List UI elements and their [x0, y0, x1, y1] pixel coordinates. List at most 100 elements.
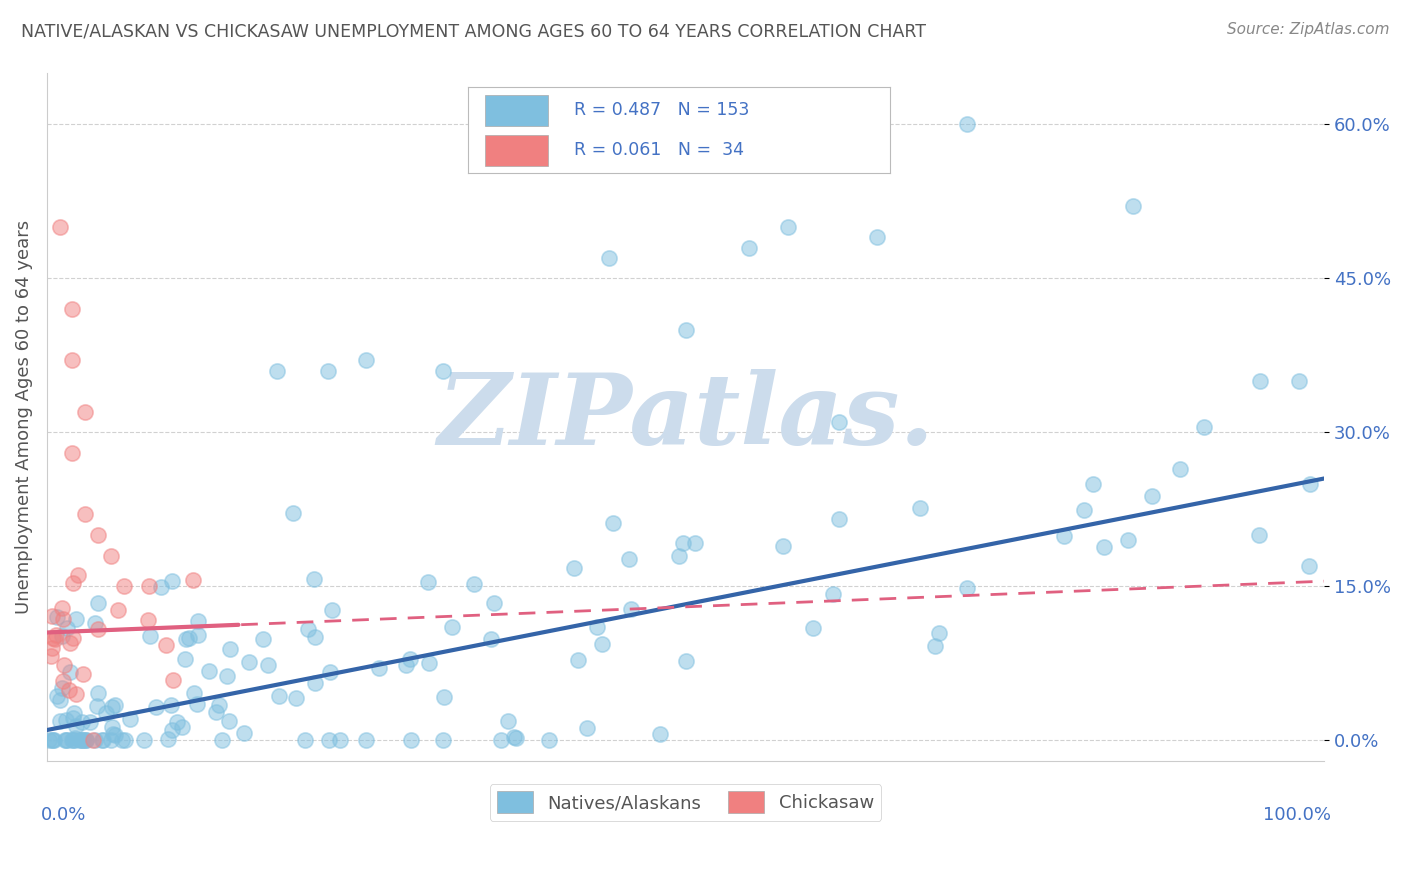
Point: [186, 697, 208, 711]
Point: [111, 733, 134, 747]
Point: [162, 673, 184, 687]
Point: [1083, 476, 1105, 491]
Point: [1249, 528, 1271, 542]
Point: [62, 631, 84, 645]
Point: [1140, 489, 1163, 503]
Point: [432, 364, 454, 378]
Point: [866, 230, 889, 244]
Point: [591, 637, 613, 651]
Point: [367, 661, 389, 675]
Point: [73, 733, 96, 747]
Point: [395, 658, 418, 673]
Point: [398, 651, 420, 665]
Point: [498, 714, 520, 728]
Point: [159, 698, 181, 712]
Point: [776, 219, 799, 234]
Point: [218, 714, 240, 728]
Point: [319, 665, 342, 679]
Point: [505, 731, 527, 745]
Point: [463, 577, 485, 591]
Point: [489, 733, 512, 747]
Point: [114, 733, 136, 747]
Text: ZIPatlas.: ZIPatlas.: [437, 368, 934, 465]
Point: [94, 706, 117, 720]
Point: [685, 536, 707, 550]
Point: [955, 117, 977, 131]
Point: [418, 575, 440, 590]
Point: [51, 629, 73, 643]
Point: [562, 560, 585, 574]
Point: [482, 596, 505, 610]
Point: [1118, 533, 1140, 548]
Point: [908, 500, 931, 515]
Point: [91, 733, 114, 747]
Point: [55, 713, 77, 727]
Point: [66, 568, 89, 582]
Point: [1092, 540, 1115, 554]
Point: [304, 572, 326, 586]
Point: [1288, 374, 1310, 388]
Point: [65, 612, 87, 626]
Point: [354, 733, 377, 747]
Point: [1073, 503, 1095, 517]
Point: [65, 687, 87, 701]
Point: [205, 705, 228, 719]
Point: [433, 690, 456, 705]
Point: [65, 731, 87, 745]
Point: [252, 632, 274, 647]
Point: [87, 528, 110, 542]
Point: [181, 574, 204, 588]
Point: [297, 622, 319, 636]
Point: [304, 676, 326, 690]
Point: [187, 614, 209, 628]
Point: [821, 587, 844, 601]
Point: [217, 669, 239, 683]
Point: [52, 612, 75, 626]
Point: [924, 639, 946, 653]
Point: [318, 733, 340, 747]
Point: [160, 723, 183, 737]
Point: [170, 720, 193, 734]
Point: [101, 727, 124, 741]
Point: [567, 653, 589, 667]
Point: [479, 632, 502, 647]
Point: [304, 630, 326, 644]
Point: [118, 713, 141, 727]
Point: [41, 641, 63, 656]
Point: [59, 665, 82, 680]
Point: [136, 613, 159, 627]
Point: [75, 733, 97, 747]
Point: [267, 690, 290, 704]
Point: [49, 693, 72, 707]
Point: [828, 512, 851, 526]
Point: [45, 628, 67, 642]
Point: [617, 551, 640, 566]
Point: [145, 699, 167, 714]
Point: [52, 658, 75, 673]
Point: [42, 733, 65, 747]
Point: [75, 508, 97, 522]
Point: [198, 664, 221, 678]
Point: [48, 219, 70, 234]
Point: [586, 620, 609, 634]
Point: [1170, 462, 1192, 476]
Point: [1298, 558, 1320, 573]
Point: [537, 733, 560, 747]
Point: [294, 733, 316, 747]
Point: [675, 323, 697, 337]
Point: [150, 580, 173, 594]
Point: [155, 639, 177, 653]
Text: 100.0%: 100.0%: [1263, 805, 1330, 823]
Point: [60, 733, 83, 747]
Point: [238, 655, 260, 669]
Point: [257, 657, 280, 672]
Point: [63, 706, 86, 720]
Point: [801, 621, 824, 635]
Point: [329, 733, 352, 747]
Point: [79, 715, 101, 730]
Text: 0.0%: 0.0%: [41, 805, 86, 823]
Point: [211, 733, 233, 747]
Point: [138, 629, 160, 643]
Point: [284, 690, 307, 705]
Point: [101, 720, 124, 734]
